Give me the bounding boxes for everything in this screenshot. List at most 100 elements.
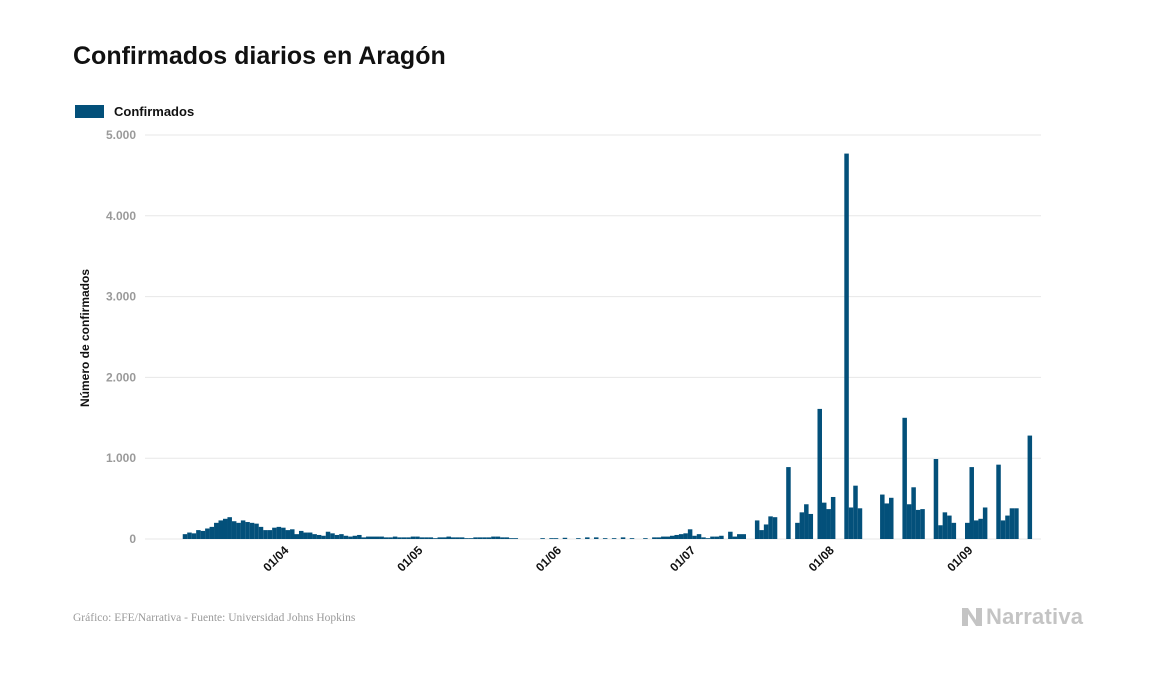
bar	[830, 496, 836, 539]
bar	[562, 537, 568, 539]
bar	[383, 537, 389, 539]
bar	[585, 537, 590, 539]
bar	[276, 526, 282, 539]
bar	[218, 520, 224, 539]
bar	[200, 530, 206, 539]
x-tick-label: 01/08	[806, 543, 837, 574]
bar	[1005, 515, 1010, 539]
bar	[821, 502, 827, 539]
bar	[593, 537, 599, 539]
bar	[933, 459, 939, 539]
bar	[263, 530, 268, 539]
bar	[719, 535, 724, 539]
x-tick-label: 01/04	[260, 543, 291, 574]
bar	[406, 537, 411, 539]
y-tick-label: 5.000	[106, 128, 136, 142]
bar	[281, 527, 286, 539]
bar	[576, 538, 581, 539]
bar	[759, 530, 764, 539]
y-axis-ticks: 0 1.000 2.000 3.000 4.000 5.000	[106, 128, 136, 546]
bar	[540, 538, 545, 539]
y-tick-label: 4.000	[106, 209, 136, 223]
bar	[428, 537, 434, 539]
bar	[1014, 508, 1019, 539]
bar	[629, 538, 635, 539]
bar	[973, 520, 979, 539]
bar	[482, 537, 487, 539]
bar	[307, 532, 313, 539]
bar	[674, 534, 679, 539]
bar	[665, 536, 671, 539]
bar	[611, 538, 617, 539]
bar	[754, 520, 760, 539]
bar	[652, 537, 657, 539]
x-axis-ticks: 01/04 01/05 01/06 01/07 01/08 01/09	[260, 543, 975, 574]
bar	[477, 537, 483, 539]
bar	[312, 534, 317, 539]
bar	[902, 417, 907, 539]
narrativa-logo: Narrativa	[962, 604, 1083, 630]
bar	[258, 526, 264, 539]
bar	[669, 535, 675, 539]
bar	[209, 526, 215, 539]
bar	[249, 522, 255, 539]
bar	[272, 527, 277, 539]
chart-title: Confirmados diarios en Aragón	[73, 42, 446, 70]
bar	[620, 537, 626, 539]
bar	[938, 525, 943, 539]
bar	[549, 538, 554, 539]
bar	[415, 536, 420, 539]
bars	[182, 153, 1033, 539]
bar	[969, 467, 974, 539]
bar	[419, 537, 425, 539]
bar	[772, 517, 778, 539]
bar	[696, 534, 702, 539]
bar	[728, 531, 733, 539]
bar	[911, 487, 916, 539]
bar	[397, 537, 402, 539]
bar	[920, 509, 925, 539]
y-tick-label: 1.000	[106, 451, 136, 465]
bar	[509, 538, 514, 539]
legend-swatch	[75, 105, 104, 118]
bar	[1000, 520, 1006, 539]
bar	[687, 529, 693, 539]
bar	[442, 537, 447, 539]
bar	[799, 512, 805, 539]
bar	[495, 536, 501, 539]
bar	[661, 536, 666, 539]
bar	[388, 537, 393, 539]
bar	[370, 536, 375, 539]
bar	[880, 494, 885, 539]
bar	[853, 485, 858, 539]
bar	[884, 503, 890, 539]
y-tick-label: 0	[129, 532, 136, 546]
bar	[348, 536, 353, 539]
bar	[468, 538, 474, 539]
bar	[915, 509, 921, 539]
bar	[951, 522, 957, 539]
bar	[553, 538, 559, 539]
bar	[316, 534, 322, 539]
y-axis-label: Número de confirmados	[78, 269, 92, 407]
bar	[450, 537, 456, 539]
bar	[982, 507, 988, 539]
y-tick-label: 2.000	[106, 370, 136, 384]
bar	[254, 523, 259, 539]
bar	[1009, 508, 1015, 539]
bar	[196, 530, 201, 539]
bar	[298, 530, 304, 539]
bar	[889, 497, 894, 539]
bar	[857, 508, 863, 539]
bar	[786, 467, 791, 539]
bar	[352, 535, 358, 539]
bar	[303, 532, 308, 539]
bar	[826, 509, 831, 539]
bar	[410, 536, 416, 539]
bar	[379, 536, 384, 539]
bar	[768, 516, 773, 539]
bar	[656, 537, 662, 539]
bar	[513, 538, 519, 539]
source-note: Gráfico: EFE/Narrativa - Fuente: Univers…	[73, 612, 356, 624]
